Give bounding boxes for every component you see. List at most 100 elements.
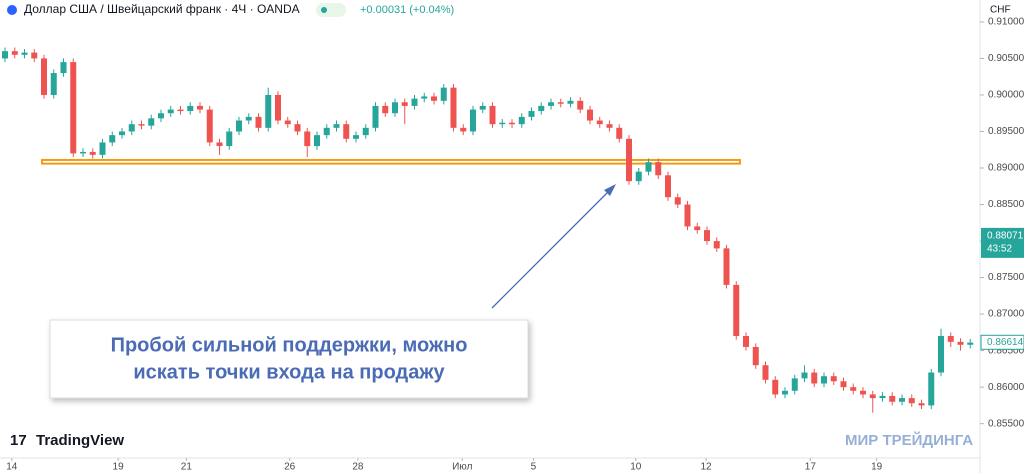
candle-body	[119, 131, 125, 136]
currency: CHF	[990, 5, 1011, 16]
candle-body	[889, 395, 896, 402]
candle-body	[821, 376, 827, 384]
y-tick-label: 0.91000	[988, 17, 1024, 28]
candle-body	[509, 122, 515, 125]
candle-body	[158, 113, 164, 119]
candle-body	[80, 151, 86, 154]
y-tick-label: 0.90500	[988, 53, 1024, 64]
candle-body	[830, 376, 837, 382]
candle-body	[694, 226, 701, 231]
candle-body	[323, 127, 330, 136]
annotation-box	[49, 319, 529, 399]
candle-body	[596, 120, 603, 125]
candle-body	[616, 127, 623, 139]
candle-body	[440, 87, 447, 101]
y-tick-label: 0.86500	[988, 345, 1024, 356]
candle-body	[577, 100, 584, 110]
candle-body	[50, 73, 57, 95]
candle-body	[206, 109, 213, 143]
candle-body	[216, 142, 223, 147]
candle-body	[70, 62, 77, 154]
annotation-line: Пробой сильной поддержки, можно	[111, 334, 468, 356]
plot: 0.85500 0.86000 0.86500 0.87000 0.87500 0.880…	[2, 17, 1024, 473]
candle-body	[713, 241, 720, 249]
y-tick-label: 0.85500	[988, 418, 1024, 429]
candle-body	[294, 124, 301, 132]
candle-body	[362, 127, 369, 136]
candle-body	[255, 116, 262, 128]
candle-body	[148, 118, 155, 126]
candle-body	[791, 378, 798, 391]
price-label	[980, 334, 1024, 350]
candle-body	[236, 120, 242, 132]
countdown: 43:52	[987, 244, 1012, 255]
arrow-line	[491, 185, 615, 309]
candle-body	[869, 394, 876, 399]
candle-body	[11, 51, 18, 55]
candle-body	[284, 120, 291, 125]
candle-body	[431, 96, 437, 101]
candle-body	[372, 105, 379, 128]
candle-body	[518, 116, 525, 125]
x-tick-label: 26	[284, 462, 296, 473]
candle-body	[928, 372, 935, 406]
candle-body	[314, 135, 320, 147]
candle-body	[41, 58, 47, 95]
annotation-line: искать точки входа на продажу	[133, 361, 445, 383]
candle-body	[538, 105, 545, 112]
candle-body	[392, 102, 398, 114]
candle-body	[879, 395, 886, 399]
candle-body	[275, 94, 281, 121]
candle-body	[704, 230, 710, 242]
x-tick-label: 19	[871, 462, 883, 473]
candle-body	[401, 102, 408, 106]
candle-body	[733, 284, 740, 337]
candle-body	[908, 398, 915, 404]
brand: МИР ТРЕЙДИНГА	[845, 431, 973, 449]
x-tick-label: 10	[630, 462, 642, 473]
candle-body	[89, 151, 96, 155]
candle-body	[938, 336, 944, 373]
candle-body	[645, 162, 652, 172]
candle-body	[2, 51, 8, 59]
candle-body	[567, 100, 574, 104]
candle-body	[226, 131, 233, 147]
y-tick-label: 0.89500	[988, 126, 1024, 137]
candle-body	[177, 109, 184, 112]
candle-body	[762, 365, 769, 380]
candle-body	[899, 398, 905, 402]
candle-body	[304, 131, 311, 147]
candle-body	[479, 105, 486, 110]
candle-body	[333, 124, 340, 128]
candle-body	[353, 135, 359, 139]
candle-body	[31, 52, 38, 59]
candle-body	[772, 379, 779, 395]
candle-body	[460, 127, 467, 132]
change-text: +0.00031 (+0.04%)	[360, 4, 454, 16]
candle-body	[60, 62, 67, 74]
x-tick-label: 21	[181, 462, 193, 473]
x-tick-label: 17	[805, 462, 817, 473]
symbol-icon	[7, 5, 17, 15]
candle-body	[489, 105, 496, 125]
x-tick-label: 28	[352, 462, 364, 473]
candle-body	[411, 98, 418, 106]
candle-body	[548, 102, 554, 106]
candle-body	[343, 124, 350, 139]
candle-body	[684, 204, 691, 227]
candle-body	[723, 248, 730, 285]
candle-body	[21, 52, 28, 55]
candle-body	[860, 390, 866, 395]
candle-body	[655, 162, 662, 176]
candle-body	[674, 197, 681, 205]
x-tick-label: 12	[700, 462, 712, 473]
candle-body	[421, 96, 428, 99]
symbol-title: Доллар США / Швейцарский франк · 4Ч · OA…	[24, 2, 300, 16]
candle-body	[850, 387, 857, 391]
candle-body	[811, 372, 818, 384]
price-label-text: 0.88071	[987, 231, 1024, 242]
status-pill	[316, 3, 346, 17]
candle-body	[626, 138, 632, 182]
